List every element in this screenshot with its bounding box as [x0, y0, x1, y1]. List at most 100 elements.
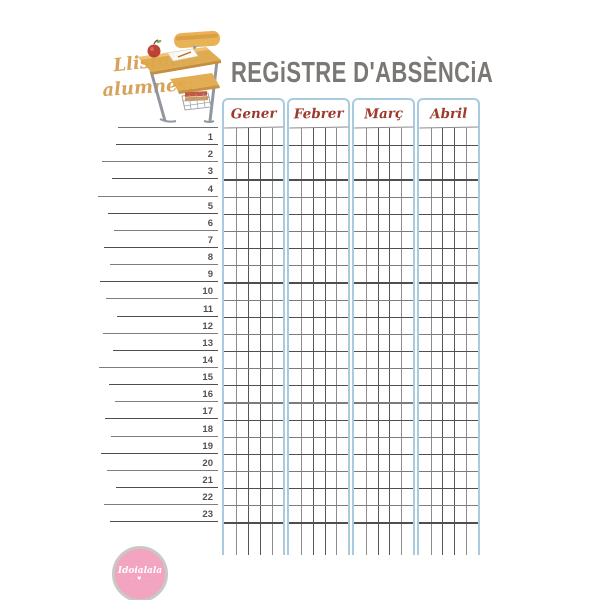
grid-vertical-line	[377, 128, 379, 555]
grid-row-line	[418, 471, 478, 473]
student-row: 23	[110, 505, 218, 523]
student-row: 20	[107, 454, 218, 471]
grid-vertical-line	[259, 128, 261, 555]
month-column-abril: Abril	[416, 98, 480, 555]
grid-row-line	[288, 299, 349, 301]
grid-row-line	[418, 522, 478, 524]
grid-row-line	[353, 316, 414, 318]
grid-row-line	[353, 248, 414, 250]
student-row: 2	[102, 145, 218, 163]
grid-row-line	[224, 196, 284, 198]
grid-row-line	[288, 179, 349, 181]
grid-row-line	[353, 402, 414, 404]
grid-row-line	[288, 350, 349, 353]
row-number: 16	[202, 389, 213, 401]
grid-vertical-line	[442, 128, 444, 555]
grid-row-line	[288, 196, 349, 198]
grid-row-line	[288, 145, 349, 147]
grid-row-line	[224, 453, 284, 456]
grid-row-line	[418, 402, 478, 404]
grid-row-line	[224, 265, 284, 267]
student-row: 11	[117, 299, 218, 317]
row-number: 4	[207, 183, 213, 195]
school-desk-with-apple-icon	[138, 30, 221, 123]
student-row: 22	[104, 488, 218, 506]
brand-subline: · ♥ ·	[130, 575, 150, 582]
student-row: 14	[99, 351, 218, 368]
row-number: 14	[202, 354, 213, 366]
grid-row-line	[418, 419, 478, 421]
grid-row-line	[353, 179, 414, 181]
grid-vertical-line	[324, 128, 326, 555]
month-grid	[418, 128, 478, 555]
grid-row-line	[418, 145, 478, 147]
grid-row-line	[224, 162, 284, 164]
grid-row-line	[224, 213, 284, 215]
grid-row-line	[418, 179, 478, 181]
grid-row-line	[224, 471, 284, 473]
grid-row-line	[418, 230, 478, 233]
grid-vertical-line	[300, 128, 302, 555]
grid-row-line	[288, 213, 349, 215]
month-column-gener: Gener	[222, 98, 286, 555]
grid-row-line	[353, 213, 414, 215]
grid-row-line	[418, 385, 478, 387]
month-header: Març	[353, 99, 414, 129]
grid-row-line	[288, 453, 349, 456]
row-number: 10	[202, 286, 213, 298]
grid-row-line	[353, 162, 414, 164]
row-number: 13	[202, 337, 213, 349]
grid-row-line	[288, 385, 349, 387]
absence-grid: Gener Febrer Març Abril	[222, 98, 480, 555]
grid-row-line	[288, 471, 349, 473]
grid-row-line	[288, 248, 349, 250]
grid-row-line	[353, 282, 414, 284]
grid-row-line	[288, 230, 349, 233]
grid-row-line	[224, 368, 284, 370]
pencil	[177, 51, 192, 58]
student-row: 21	[116, 471, 218, 488]
grid-vertical-line	[389, 128, 391, 555]
grid-row-line	[288, 488, 349, 490]
student-row: 5	[108, 197, 218, 214]
student-row: 8	[110, 248, 218, 266]
grid-row-line	[353, 299, 414, 301]
row-number: 8	[207, 252, 213, 264]
grid-row-line	[224, 282, 284, 284]
row-number: 3	[207, 166, 213, 178]
month-column-mar: Març	[351, 98, 416, 555]
grid-row-line	[288, 333, 349, 335]
student-row: 7	[104, 231, 218, 248]
student-row: 3	[112, 162, 218, 180]
grid-row-line	[353, 350, 414, 353]
grid-row-line	[224, 333, 284, 335]
student-row: 13	[113, 334, 218, 351]
student-row: 16	[115, 385, 218, 403]
student-row: 9	[100, 265, 218, 283]
row-number: 23	[202, 509, 213, 521]
grid-row-line	[418, 350, 478, 353]
month-grid	[353, 128, 414, 555]
grid-vertical-line	[466, 128, 468, 555]
month-header: Gener	[223, 99, 284, 129]
grid-row-line	[224, 436, 284, 438]
grid-row-line	[224, 145, 284, 147]
month-header: Abril	[418, 99, 479, 129]
grid-row-line	[353, 436, 414, 438]
row-number: 6	[207, 217, 213, 229]
grid-row-line	[288, 265, 349, 267]
grid-row-line	[353, 522, 414, 524]
grid-row-line	[353, 453, 414, 456]
grid-row-line	[288, 505, 349, 507]
student-row: 10	[106, 282, 218, 300]
grid-row-line	[418, 248, 478, 250]
grid-row-line	[288, 419, 349, 421]
grid-row-line	[353, 419, 414, 421]
grid-row-line	[418, 162, 478, 164]
grid-row-line	[418, 505, 478, 507]
month-grid	[224, 128, 284, 555]
row-number: 7	[207, 234, 213, 246]
grid-row-line	[418, 213, 478, 215]
row-number: 9	[207, 269, 213, 281]
